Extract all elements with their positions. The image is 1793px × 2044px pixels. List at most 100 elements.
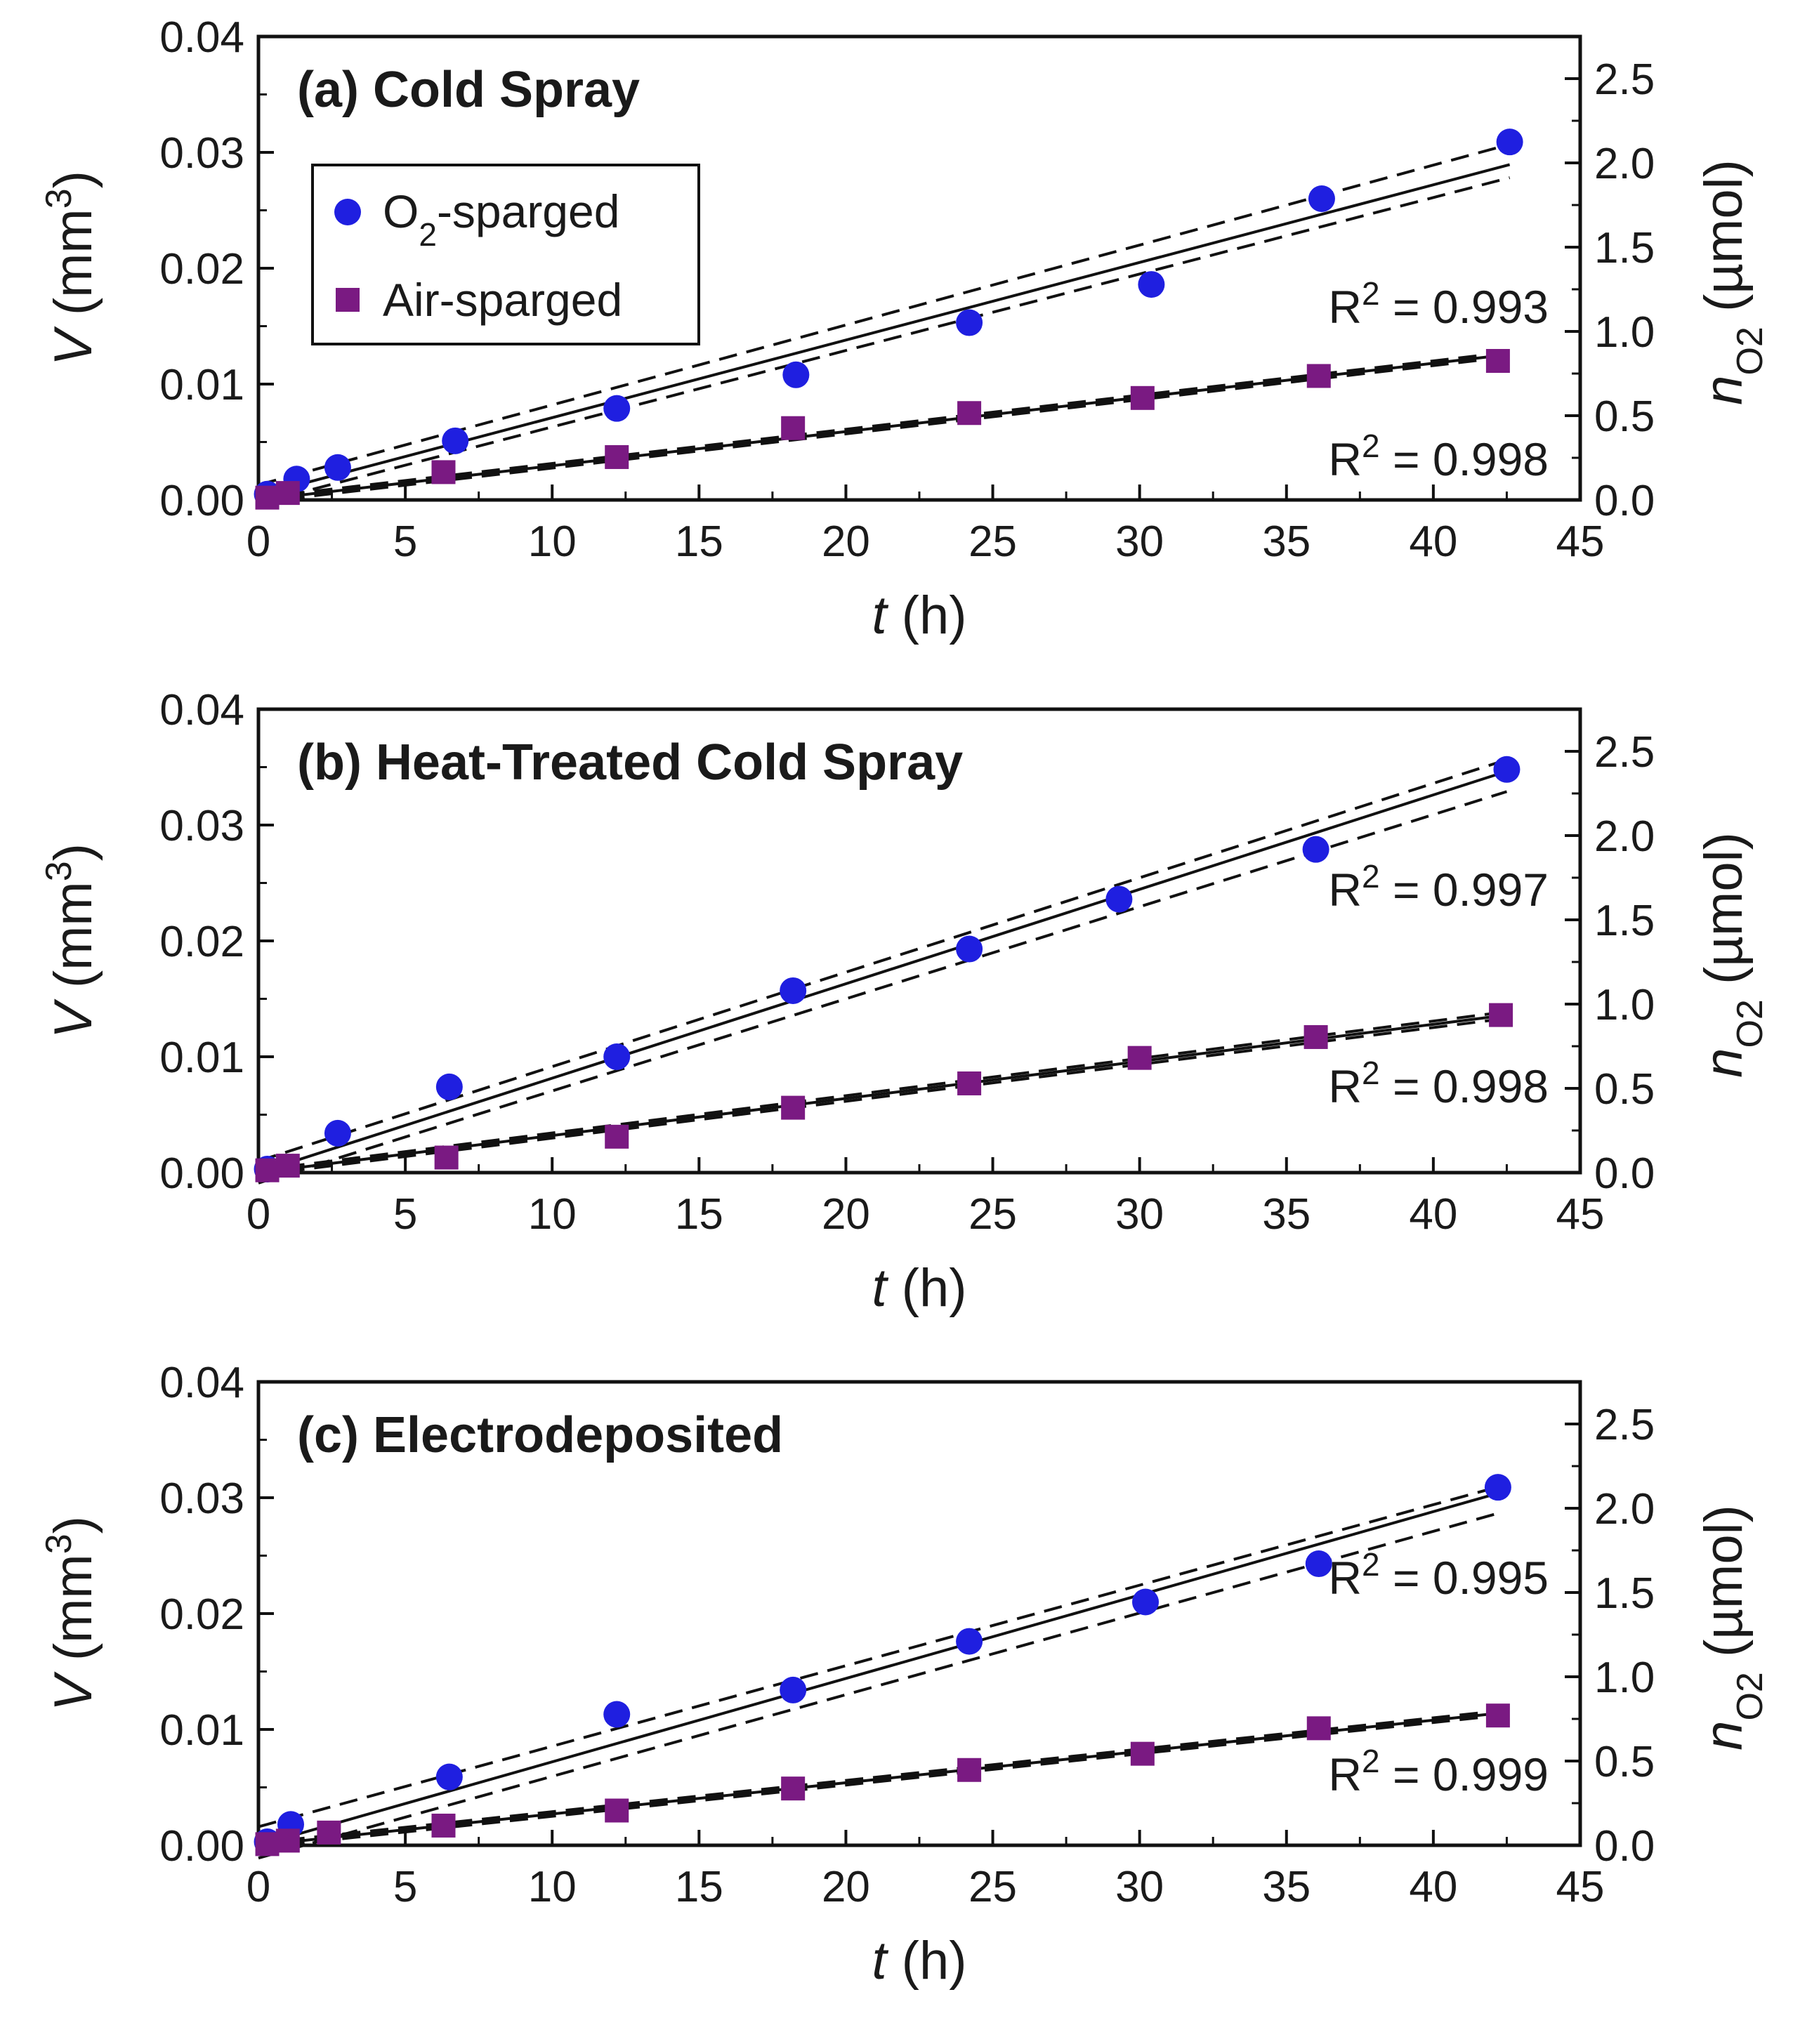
x-axis-title: t (h) (872, 586, 966, 645)
confidence-band-lower (258, 1714, 1499, 1850)
chart-panel-2: 0 5 10 15 20 25 30 35 40 450.000.010.020.030.040.… (39, 1359, 1771, 1991)
y-tick-label: 0.03 (159, 129, 244, 178)
y2-tick-label: 1.0 (1594, 1654, 1655, 1702)
r2-post: = 0.998 (1380, 1060, 1549, 1112)
data-point-o2 (435, 1763, 463, 1791)
fit-line (258, 354, 1499, 501)
y2-tick-label: 0.0 (1594, 477, 1655, 525)
legend-air-marker (336, 288, 360, 312)
data-point-air (957, 401, 982, 426)
y-tick-label: 0.00 (159, 1822, 244, 1871)
legend-box (311, 164, 700, 345)
data-point-o2 (780, 1676, 807, 1703)
data-point-air (1489, 1003, 1513, 1027)
r2-label: R2 = 0.997 (1328, 858, 1549, 916)
data-point-o2 (603, 1043, 631, 1070)
x-tick-label: 15 (675, 517, 723, 566)
r2-sup: 2 (1362, 858, 1380, 895)
confidence-band-lower (258, 1017, 1502, 1177)
data-point-o2 (1302, 836, 1329, 863)
confidence-band-upper (258, 1485, 1499, 1828)
confidence-band-lower (258, 1512, 1499, 1860)
data-point-air (1306, 364, 1331, 388)
data-point-air (781, 1776, 806, 1801)
x-tick-label: 5 (393, 1863, 417, 1911)
x-tick-label: 25 (968, 517, 1017, 566)
data-point-air (275, 481, 300, 506)
y2-axis-unit: (µmol) (1694, 159, 1754, 327)
y-axis-sup: 3 (39, 188, 79, 209)
x-tick-label: 0 (247, 1863, 270, 1911)
y-tick-label: 0.01 (159, 1034, 244, 1082)
r2-sup: 2 (1362, 275, 1380, 312)
confidence-band-upper (258, 1709, 1499, 1845)
y2-axis-title: nO2 (µmol) (1694, 832, 1771, 1078)
r2-label: R2 = 0.995 (1328, 1546, 1549, 1604)
x-tick-label: 25 (968, 1863, 1017, 1911)
y2-axis-title: nO2 (µmol) (1694, 159, 1771, 405)
y-tick-label: 0.02 (159, 1590, 244, 1639)
data-point-air (1303, 1024, 1328, 1049)
confidence-band-upper (258, 143, 1511, 487)
y-axis-unit: (mm (44, 209, 103, 330)
data-point-air (781, 416, 806, 440)
data-point-air (275, 1154, 300, 1178)
x-axis-var: t (872, 1931, 888, 1991)
y-axis-unit: (mm (44, 1554, 103, 1675)
y-tick-label: 0.01 (159, 1706, 244, 1755)
r2-post: = 0.998 (1380, 433, 1549, 485)
r2-sup: 2 (1362, 1546, 1380, 1583)
y2-tick-label: 1.5 (1594, 224, 1655, 272)
x-tick-label: 25 (968, 1190, 1017, 1239)
data-point-air (431, 1813, 456, 1838)
fit-line (258, 1712, 1499, 1847)
y2-tick-label: 2.5 (1594, 55, 1655, 104)
y-axis-sup: 3 (39, 861, 79, 881)
data-point-o2 (442, 427, 469, 454)
y2-axis-var: n (1694, 376, 1754, 405)
y-axis-var: V (44, 1671, 103, 1711)
legend-o2-rest: -sparged (437, 185, 620, 237)
data-point-o2 (324, 1119, 351, 1147)
x-tick-label: 0 (247, 1190, 270, 1239)
y-tick-label: 0.04 (159, 686, 244, 734)
y-tick-label: 0.04 (159, 1359, 244, 1407)
r2-sup: 2 (1362, 1743, 1380, 1779)
x-tick-label: 0 (247, 517, 270, 566)
data-point-o2 (1308, 185, 1335, 212)
legend-o2-sub: 2 (419, 216, 437, 253)
confidence-band-lower (258, 790, 1508, 1185)
y-axis-title: V (mm3) (39, 1516, 103, 1711)
y2-axis-sub: O2 (1730, 327, 1771, 375)
r2-pre: R (1328, 1552, 1362, 1604)
x-axis-var: t (872, 1258, 888, 1318)
panel-title: (c) Electrodeposited (297, 1407, 783, 1463)
y-tick-label: 0.02 (159, 918, 244, 966)
y-tick-label: 0.01 (159, 361, 244, 409)
y-axis-var: V (44, 326, 103, 366)
data-point-air (605, 444, 629, 469)
x-tick-label: 35 (1262, 1863, 1311, 1911)
y2-axis-sub: O2 (1730, 999, 1771, 1048)
x-tick-label: 45 (1556, 1863, 1605, 1911)
data-point-o2 (956, 1628, 983, 1655)
data-point-o2 (1105, 885, 1133, 913)
data-point-air (1130, 1741, 1155, 1766)
x-tick-label: 45 (1556, 517, 1605, 566)
r2-pre: R (1328, 433, 1362, 485)
r2-pre: R (1328, 1748, 1362, 1800)
data-point-air (1485, 349, 1510, 373)
y2-axis-unit: (µmol) (1694, 832, 1754, 999)
data-point-o2 (1493, 756, 1521, 783)
y-axis-close: ) (44, 171, 103, 188)
r2-label: R2 = 0.999 (1328, 1743, 1549, 1800)
confidence-band-upper (258, 1010, 1502, 1172)
data-point-o2 (1305, 1550, 1332, 1578)
data-point-o2 (956, 935, 983, 963)
y-tick-label: 0.03 (159, 1475, 244, 1523)
data-point-air (605, 1798, 629, 1823)
chart-panel-0: 0 5 10 15 20 25 30 35 40 450.000.010.020.030.040.… (39, 13, 1771, 645)
y2-axis-unit: (µmol) (1694, 1505, 1754, 1672)
r2-label: R2 = 0.998 (1328, 1055, 1549, 1112)
r2-pre: R (1328, 1060, 1362, 1112)
